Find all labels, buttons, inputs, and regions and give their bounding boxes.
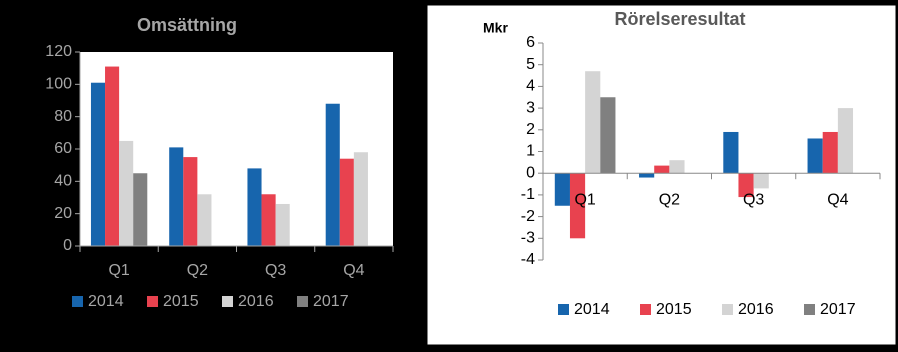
bar [183,157,198,246]
bar [169,147,184,246]
legend-swatch [72,296,83,307]
bar [275,203,290,246]
bar [654,165,670,174]
legend-swatch [147,296,158,307]
bar [837,108,854,174]
legend-label: 2014 [88,293,124,310]
bar [353,152,368,246]
legend-swatch [722,304,733,315]
bar [325,103,340,246]
right-panel [426,4,897,346]
bar [822,131,838,174]
bar [119,140,134,246]
x-tick-label: Q3 [265,262,286,279]
legend-label: 2015 [656,301,692,318]
y-tick-label: -1 [521,186,535,203]
legend-swatch [558,304,569,315]
y-tick-label: 80 [54,108,72,125]
x-tick-label: Q4 [827,191,848,208]
legend-swatch [804,304,815,315]
legend-label: 2015 [163,293,199,310]
chart-title: Omsättning [137,15,237,35]
x-tick-label: Q2 [659,191,680,208]
x-tick-label: Q3 [743,191,764,208]
bar [585,71,601,174]
bar [569,173,586,239]
legend-swatch [222,296,233,307]
y-tick-label: 60 [54,140,72,157]
y-axis-label: Mkr [483,20,508,36]
legend-label: 2014 [574,301,610,318]
y-tick-label: 4 [526,78,535,95]
y-tick-label: 3 [526,99,535,116]
legend-label: 2017 [820,301,856,318]
legend-swatch [640,304,651,315]
bar [753,173,769,189]
legend-label: 2017 [313,293,349,310]
y-tick-label: 0 [526,164,535,181]
bar [738,173,754,198]
chart-title: Rörelseresultat [614,9,745,29]
bar [669,160,685,174]
x-tick-label: Q2 [187,262,208,279]
y-tick-label: -3 [521,230,535,247]
bar [247,168,262,246]
bar [105,66,120,246]
x-tick-label: Q4 [343,262,364,279]
y-tick-label: 20 [54,205,72,222]
bar [639,173,655,178]
y-tick-label: 1 [526,143,535,160]
y-tick-label: 5 [526,56,535,73]
y-tick-label: -4 [521,251,535,268]
y-tick-label: 120 [45,43,72,60]
bar [261,194,276,246]
x-tick-label: Q1 [108,262,129,279]
bar [723,131,739,174]
legend-label: 2016 [738,301,774,318]
bar [133,173,148,246]
y-tick-label: 100 [45,76,72,93]
bar [807,138,823,174]
y-tick-label: 6 [526,34,535,51]
y-tick-label: 2 [526,121,535,138]
y-tick-label: -2 [521,208,535,225]
x-tick-label: Q1 [574,191,595,208]
bar [600,97,616,174]
y-tick-label: 0 [63,237,72,254]
bar [90,82,106,246]
y-tick-label: 40 [54,173,72,190]
bar [554,173,570,206]
legend-label: 2016 [238,293,274,310]
bar [197,194,212,246]
bar [339,158,354,246]
legend-swatch [297,296,308,307]
